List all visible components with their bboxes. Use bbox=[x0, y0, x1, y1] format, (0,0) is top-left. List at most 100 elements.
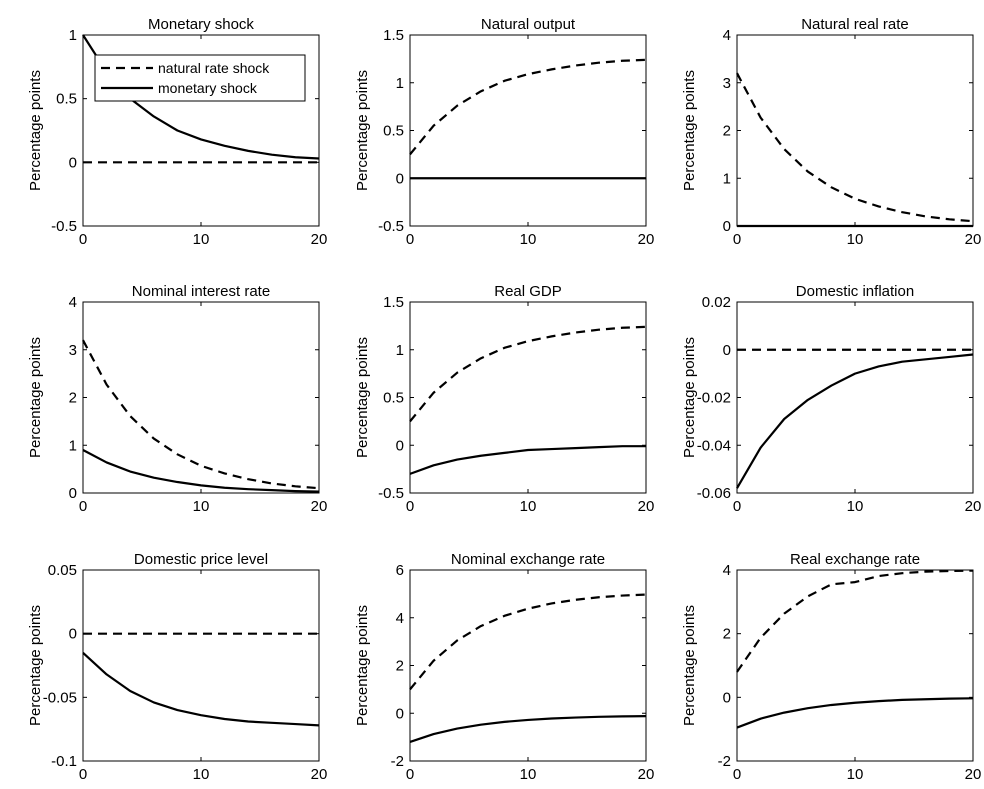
y-axis-label: Percentage points bbox=[354, 70, 371, 191]
y-tick-label: -0.02 bbox=[697, 390, 731, 407]
y-axis-label: Percentage points bbox=[354, 337, 371, 458]
panel-title: Monetary shock bbox=[148, 16, 254, 33]
x-tick-label: 10 bbox=[847, 766, 864, 783]
panel-title: Nominal interest rate bbox=[132, 283, 270, 300]
panel-3: 0 10 20 0 1 2 3 4 Natural real rate Percentage po… bbox=[681, 16, 981, 248]
panel-4: 0 10 20 0 1 2 3 4 Nominal interest rate Percentag… bbox=[27, 283, 327, 515]
y-tick-label: 0.02 bbox=[702, 294, 731, 311]
series-monetary-shock-line bbox=[82, 449, 320, 493]
axes-box bbox=[736, 34, 974, 227]
x-tick-label: 0 bbox=[406, 766, 414, 783]
axes-box bbox=[82, 569, 320, 762]
y-tick-label: 3 bbox=[69, 342, 77, 359]
x-tick-label: 0 bbox=[406, 231, 414, 248]
panel-title: Domestic price level bbox=[134, 551, 268, 568]
y-tick-label: -0.5 bbox=[51, 218, 77, 235]
y-tick-label: 0 bbox=[69, 626, 77, 643]
y-tick-label: 4 bbox=[69, 294, 77, 311]
series-natural-rate-shock-line bbox=[409, 58, 647, 156]
y-tick-label: 0 bbox=[69, 154, 77, 171]
x-tick-label: 20 bbox=[965, 498, 982, 515]
panel-title: Real GDP bbox=[494, 283, 562, 300]
axes-box bbox=[409, 301, 647, 494]
y-tick-label: 2 bbox=[723, 626, 731, 643]
y-tick-label: 0.5 bbox=[383, 390, 404, 407]
y-tick-label: 1 bbox=[69, 27, 77, 44]
y-tick-label: 1.5 bbox=[383, 27, 404, 44]
x-tick-label: 10 bbox=[193, 766, 210, 783]
x-tick-label: 20 bbox=[965, 231, 982, 248]
x-tick-label: 10 bbox=[847, 498, 864, 515]
panel-title: Real exchange rate bbox=[790, 551, 920, 568]
x-tick-label: 20 bbox=[311, 498, 328, 515]
y-tick-label: 1 bbox=[723, 170, 731, 187]
y-tick-label: -0.05 bbox=[43, 689, 77, 706]
x-tick-label: 10 bbox=[520, 498, 537, 515]
y-tick-label: 0.05 bbox=[48, 562, 77, 579]
series-natural-rate-shock-line bbox=[736, 569, 974, 673]
series-monetary-shock-line bbox=[409, 715, 647, 743]
x-tick-label: 0 bbox=[79, 766, 87, 783]
y-tick-label: 0 bbox=[723, 342, 731, 359]
y-tick-label: 0.5 bbox=[56, 91, 77, 108]
x-tick-label: 20 bbox=[638, 498, 655, 515]
y-tick-label: 2 bbox=[69, 390, 77, 407]
legend-label: monetary shock bbox=[158, 80, 258, 96]
legend: natural rate shock monetary shock bbox=[94, 54, 306, 102]
y-tick-label: 1 bbox=[396, 342, 404, 359]
series-monetary-shock-line bbox=[736, 353, 974, 489]
x-tick-label: 0 bbox=[733, 766, 741, 783]
series-monetary-shock-line bbox=[409, 445, 646, 475]
series-monetary-shock-line bbox=[82, 651, 320, 727]
x-tick-label: 10 bbox=[193, 231, 210, 248]
y-tick-label: 0 bbox=[396, 705, 404, 722]
panel-title: Domestic inflation bbox=[796, 283, 914, 300]
y-tick-label: -2 bbox=[718, 753, 731, 770]
x-tick-label: 0 bbox=[406, 498, 414, 515]
y-tick-label: -2 bbox=[391, 753, 404, 770]
y-tick-label: -0.04 bbox=[697, 437, 731, 454]
x-tick-label: 20 bbox=[638, 766, 655, 783]
y-tick-label: -0.06 bbox=[697, 485, 731, 502]
x-tick-label: 20 bbox=[965, 766, 982, 783]
y-tick-label: 1.5 bbox=[383, 294, 404, 311]
legend-box bbox=[94, 54, 306, 102]
x-tick-label: 10 bbox=[193, 498, 210, 515]
y-tick-label: 2 bbox=[723, 123, 731, 140]
y-tick-label: 0 bbox=[69, 485, 77, 502]
axes-box bbox=[736, 569, 974, 762]
y-axis-label: Percentage points bbox=[27, 70, 44, 191]
y-axis-label: Percentage points bbox=[354, 605, 371, 726]
y-tick-label: -0.5 bbox=[378, 218, 404, 235]
x-tick-label: 0 bbox=[79, 231, 87, 248]
axes-box bbox=[736, 301, 974, 494]
y-axis-label: Percentage points bbox=[681, 605, 698, 726]
y-axis-label: Percentage points bbox=[681, 337, 698, 458]
y-tick-label: 4 bbox=[723, 27, 731, 44]
panel-title: Natural output bbox=[481, 16, 576, 33]
legend-label: natural rate shock bbox=[158, 60, 270, 76]
y-tick-label: 3 bbox=[723, 75, 731, 92]
x-tick-label: 0 bbox=[79, 498, 87, 515]
x-tick-label: 10 bbox=[520, 766, 537, 783]
x-tick-label: 10 bbox=[520, 231, 537, 248]
x-tick-label: 0 bbox=[733, 498, 741, 515]
y-tick-label: 0 bbox=[396, 437, 404, 454]
x-tick-label: 0 bbox=[733, 231, 741, 248]
y-tick-label: -0.5 bbox=[378, 485, 404, 502]
y-tick-label: 1 bbox=[69, 437, 77, 454]
y-axis-label: Percentage points bbox=[27, 337, 44, 458]
y-tick-label: -0.1 bbox=[51, 753, 77, 770]
x-tick-label: 20 bbox=[311, 231, 328, 248]
y-tick-label: 0 bbox=[396, 170, 404, 187]
y-axis-label: Percentage points bbox=[27, 605, 44, 726]
y-tick-label: 0.5 bbox=[383, 123, 404, 140]
x-tick-label: 20 bbox=[638, 231, 655, 248]
series-natural-rate-shock-line bbox=[736, 72, 974, 223]
series-natural-rate-shock-line bbox=[409, 325, 647, 423]
